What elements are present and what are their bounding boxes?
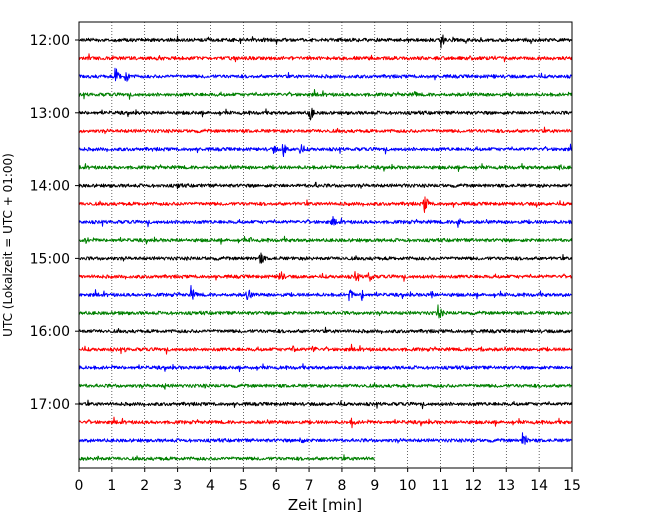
trace-line [78,326,573,336]
trace-line [78,416,573,429]
trace-line [78,363,573,373]
x-tick-label: 5 [239,478,248,494]
x-axis-label: Zeit [min] [288,496,362,514]
x-tick-label: 11 [432,478,450,494]
trace-line [78,271,573,282]
y-axis: 12:00 13:00 14:00 15:00 16:00 17:00 [30,33,79,413]
x-tick-label: 7 [305,478,314,494]
x-tick-label: 6 [272,478,281,494]
trace-line [78,143,573,158]
trace-line [78,126,573,135]
x-tick-label: 14 [530,478,548,494]
x-tick-label: 15 [563,478,581,494]
trace-line [78,454,375,461]
trace-line [78,88,573,100]
trace-line [78,34,573,49]
x-tick-label: 1 [107,478,116,494]
trace-line [78,235,573,245]
trace-line [78,343,573,355]
x-tick-label: 8 [337,478,346,494]
x-axis: 0 1 2 3 4 5 6 7 8 9 10 11 12 13 14 15 [75,468,581,494]
y-tick-label: 16:00 [30,324,70,340]
trace-line [78,304,573,319]
x-tick-label: 12 [464,478,482,494]
x-tick-label: 13 [497,478,515,494]
y-tick-label: 13:00 [30,106,70,122]
trace-line [78,399,573,410]
y-axis-label: UTC (Lokalzeit = UTC + 01:00) [1,153,15,337]
x-tick-label: 3 [173,478,182,494]
x-tick-label: 4 [206,478,215,494]
trace-line [78,196,573,213]
plot-background [79,22,572,468]
y-tick-label: 15:00 [30,251,70,267]
trace-line [78,285,573,302]
seismic-traces [78,34,573,461]
trace-line [78,382,573,390]
x-tick-label: 2 [140,478,149,494]
x-tick-label: 0 [75,478,84,494]
plot-frame [78,21,573,469]
trace-line [78,162,573,172]
trace-line [78,67,573,82]
x-tick-label: 9 [370,478,379,494]
y-tick-label: 14:00 [30,179,70,195]
y-tick-label: 12:00 [30,33,70,49]
trace-line [78,53,573,63]
y-tick-label: 17:00 [30,397,70,413]
trace-line [78,252,573,264]
grid-lines [111,22,540,468]
x-tick-label: 10 [399,478,417,494]
trace-line [78,216,573,228]
trace-line [78,107,573,121]
trace-line [78,432,573,445]
trace-line [78,181,573,190]
